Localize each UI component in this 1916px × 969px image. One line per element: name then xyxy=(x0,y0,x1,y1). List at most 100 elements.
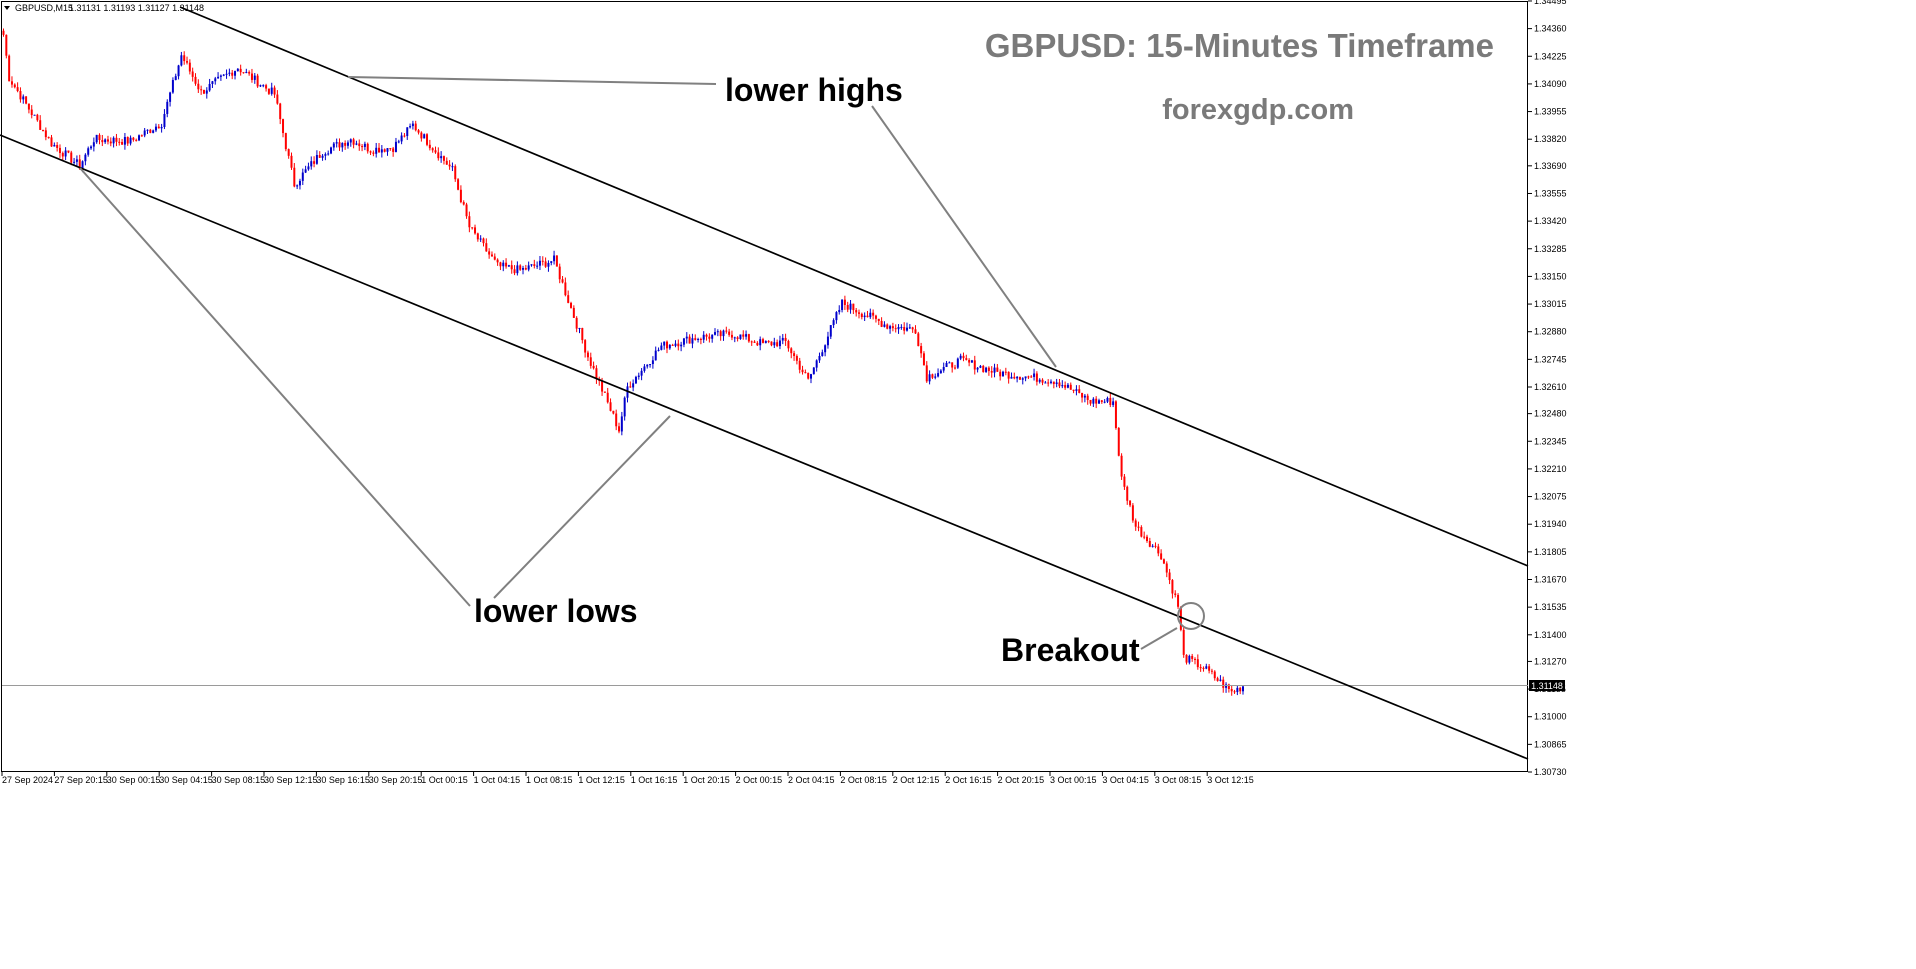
candle-body xyxy=(106,139,109,142)
candle-body xyxy=(126,137,129,144)
channel-lower-line[interactable] xyxy=(0,134,1529,760)
candle-body xyxy=(524,268,527,270)
candle-body xyxy=(33,114,36,116)
candle-body xyxy=(293,167,296,187)
price-axis[interactable]: 1.34495 1.34360 1.34225 1.34090 1.33955 1.338… xyxy=(1528,0,1567,777)
annotation-lower-lows: lower lows xyxy=(474,593,638,629)
candle-body xyxy=(104,139,107,143)
header-symbol: GBPUSD,M15 xyxy=(15,3,73,13)
candle-body xyxy=(1055,382,1058,385)
candle-body xyxy=(1157,546,1160,554)
candle-body xyxy=(431,148,434,151)
candle-body xyxy=(191,71,194,77)
candle-body xyxy=(2,30,5,35)
candle-body xyxy=(1239,687,1242,692)
candle-body xyxy=(1047,382,1050,384)
y-tick-label: 1.32075 xyxy=(1534,492,1567,502)
y-tick-label: 1.32210 xyxy=(1534,464,1567,474)
candle-body xyxy=(284,133,287,150)
candle-body xyxy=(716,331,719,333)
current-price-label: 1.31148 xyxy=(1531,681,1563,691)
candle-body xyxy=(166,101,169,114)
candle-body xyxy=(47,137,50,139)
x-tick-label: 2 Oct 00:15 xyxy=(736,775,783,785)
candle-body xyxy=(451,166,454,168)
channel-upper-line[interactable] xyxy=(179,6,1529,567)
candle-body xyxy=(420,132,423,139)
candle-body xyxy=(392,148,395,152)
candle-body xyxy=(756,342,759,346)
candle-body xyxy=(321,155,324,158)
candle-body xyxy=(5,34,8,56)
candle-body xyxy=(485,243,488,252)
candle-body xyxy=(889,326,892,329)
candle-body xyxy=(1179,606,1182,630)
candle-body xyxy=(411,123,414,127)
candle-body xyxy=(753,341,756,343)
candle-body xyxy=(50,137,53,147)
candle-body xyxy=(555,255,558,267)
x-tick-label: 1 Oct 16:15 xyxy=(631,775,678,785)
collapse-triangle-icon[interactable] xyxy=(4,6,10,10)
candle-body xyxy=(1018,376,1021,380)
candle-body xyxy=(547,262,550,267)
candle-body xyxy=(578,327,581,329)
candle-body xyxy=(448,164,451,167)
candle-body xyxy=(313,161,316,164)
candle-body xyxy=(880,320,883,327)
candle-body xyxy=(1114,401,1117,429)
candle-body xyxy=(1058,382,1061,387)
candle-body xyxy=(750,341,753,343)
candle-body xyxy=(84,154,87,162)
y-tick-label: 1.32610 xyxy=(1534,382,1567,392)
y-tick-label: 1.31270 xyxy=(1534,656,1567,666)
y-tick-label: 1.33820 xyxy=(1534,134,1567,144)
candle-body xyxy=(273,87,276,95)
candle-body xyxy=(951,362,954,368)
candle-body xyxy=(1171,580,1174,594)
candle-body xyxy=(428,144,431,149)
candle-body xyxy=(646,364,649,367)
candle-body xyxy=(1021,378,1024,380)
candle-body xyxy=(270,87,273,94)
candle-body xyxy=(900,326,903,328)
candle-body xyxy=(945,362,948,367)
candle-body xyxy=(112,137,115,144)
candle-body xyxy=(417,130,420,133)
candle-body xyxy=(784,337,787,341)
candle-body xyxy=(19,91,22,100)
candle-body xyxy=(369,151,372,153)
candle-body xyxy=(519,265,522,270)
current-price-box xyxy=(1529,680,1565,691)
candle-body xyxy=(183,55,186,62)
candle-body xyxy=(143,130,146,136)
candle-body xyxy=(1233,691,1236,693)
candle-body xyxy=(962,355,965,359)
candle-body xyxy=(341,142,344,148)
y-tick-label: 1.31400 xyxy=(1534,630,1567,640)
candle-body xyxy=(507,265,510,267)
candle-body xyxy=(324,154,327,156)
candle-body xyxy=(245,71,248,73)
candle-body xyxy=(279,103,282,120)
candle-body xyxy=(499,262,502,267)
x-tick-label: 1 Oct 04:15 xyxy=(474,775,521,785)
candle-body xyxy=(265,85,268,89)
candle-body xyxy=(1131,505,1134,521)
candle-body xyxy=(502,262,505,267)
y-tick-label: 1.33955 xyxy=(1534,107,1567,117)
candle-body xyxy=(228,72,231,74)
candle-body xyxy=(267,88,270,94)
candle-body xyxy=(1066,384,1069,388)
candle-body xyxy=(200,89,203,91)
candle-body xyxy=(188,62,191,72)
candle-body xyxy=(1002,371,1005,377)
candle-body xyxy=(762,339,765,343)
candle-body xyxy=(671,344,674,346)
candle-body xyxy=(1004,371,1007,373)
candle-body xyxy=(1075,389,1078,391)
candle-body xyxy=(1222,679,1225,688)
candle-body xyxy=(778,340,781,347)
